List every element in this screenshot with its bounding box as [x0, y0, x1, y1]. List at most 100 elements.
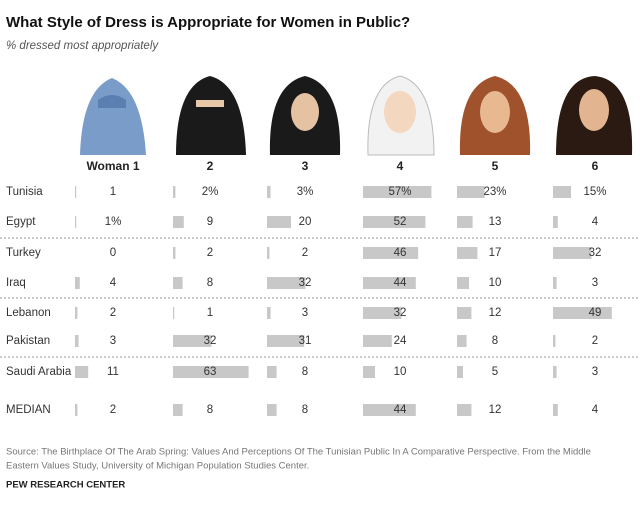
bar [457, 277, 469, 289]
value-label: 3% [297, 186, 314, 198]
bar [457, 335, 467, 347]
brand: PEW RESEARCH CENTER [6, 480, 125, 491]
chart-title: What Style of Dress is Appropriate for W… [6, 14, 410, 31]
bar [553, 307, 612, 319]
bar [457, 404, 472, 416]
value-label: 8 [207, 404, 213, 416]
value-label: 11 [107, 366, 119, 378]
value-label: 3 [592, 366, 598, 378]
column-header: 6 [592, 159, 599, 173]
value-label: 32 [204, 335, 217, 347]
bar [363, 307, 402, 319]
value-label: 20 [299, 216, 312, 228]
value-label: 15% [583, 186, 606, 198]
bar [75, 404, 78, 416]
bar [553, 277, 557, 289]
value-label: 4 [110, 277, 117, 289]
bar [553, 186, 571, 198]
bar [173, 247, 176, 259]
bar [363, 247, 419, 259]
bar [75, 335, 79, 347]
bar [173, 307, 175, 319]
bar [75, 277, 80, 289]
row-label: Tunisia [6, 186, 43, 198]
bar [75, 186, 77, 198]
value-label: 0 [110, 247, 116, 259]
bar [173, 186, 176, 198]
bar [363, 404, 416, 416]
value-label: 31 [299, 335, 312, 347]
portrait-2-eyes [196, 100, 224, 107]
value-label: 57% [388, 186, 411, 198]
bar [75, 216, 77, 228]
value-label: 3 [110, 335, 116, 347]
separators [0, 237, 640, 358]
bar [457, 247, 478, 259]
value-label: 12 [489, 307, 502, 319]
chart-subtitle: % dressed most appropriately [6, 40, 159, 52]
bar [267, 277, 306, 289]
row-label: Egypt [6, 216, 36, 228]
value-label: 2 [302, 247, 308, 259]
value-label: 2 [592, 335, 598, 347]
bar [267, 335, 305, 347]
column-header: Woman 1 [86, 159, 139, 173]
portrait-2 [176, 76, 246, 155]
value-label: 52 [394, 216, 407, 228]
row-label: Turkey [6, 247, 41, 259]
bar [267, 366, 277, 378]
portrait-5-face [480, 91, 510, 133]
bar [363, 216, 426, 228]
value-label: 2 [207, 247, 213, 259]
bar [363, 366, 375, 378]
bar [363, 186, 432, 198]
value-label: 17 [489, 247, 502, 259]
bar [173, 366, 249, 378]
bar [363, 277, 416, 289]
bar [457, 366, 463, 378]
row-label: Pakistan [6, 335, 50, 347]
value-label: 4 [592, 404, 599, 416]
value-label: 12 [489, 404, 502, 416]
row-label: Lebanon [6, 307, 51, 319]
value-label: 1% [105, 216, 122, 228]
value-label: 32 [299, 277, 312, 289]
value-label: 32 [394, 307, 407, 319]
value-label: 44 [394, 277, 407, 289]
bar [363, 335, 392, 347]
value-label: 13 [489, 216, 502, 228]
column-header: 5 [492, 159, 499, 173]
bar [457, 307, 472, 319]
bar [267, 307, 271, 319]
bar [457, 186, 485, 198]
bar [553, 366, 557, 378]
portrait-1 [80, 78, 146, 155]
value-label: 2% [202, 186, 219, 198]
value-label: 44 [394, 404, 407, 416]
value-label: 49 [589, 307, 602, 319]
portraits [80, 75, 633, 156]
value-label: 5 [492, 366, 498, 378]
value-label: 23% [483, 186, 506, 198]
portrait-3-face [291, 93, 319, 131]
source: Eastern Values Study, University of Mich… [6, 461, 309, 472]
value-label: 1 [207, 307, 213, 319]
row-label: MEDIAN [6, 404, 51, 416]
value-label: 3 [302, 307, 308, 319]
bar [267, 216, 291, 228]
value-label: 8 [207, 277, 213, 289]
column-header: 3 [302, 159, 309, 173]
row-label: Saudi Arabia [6, 366, 72, 378]
source: Source: The Birthplace Of The Arab Sprin… [6, 447, 591, 458]
bar [75, 366, 89, 378]
portrait-4-face [384, 91, 416, 133]
bar [173, 335, 212, 347]
bar [173, 216, 184, 228]
column-header: 4 [397, 159, 404, 173]
bar [553, 404, 558, 416]
value-label: 4 [592, 216, 599, 228]
bar [457, 216, 473, 228]
bar [173, 404, 183, 416]
value-label: 8 [492, 335, 498, 347]
